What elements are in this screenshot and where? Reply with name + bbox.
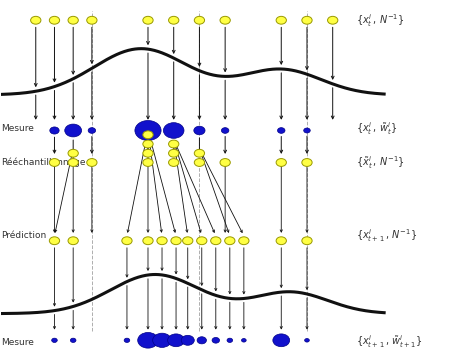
Circle shape — [65, 124, 82, 137]
Circle shape — [68, 16, 78, 24]
Circle shape — [302, 16, 312, 24]
Circle shape — [138, 332, 158, 348]
Circle shape — [168, 159, 179, 166]
Circle shape — [221, 128, 229, 133]
Circle shape — [194, 126, 205, 135]
Circle shape — [239, 237, 249, 245]
Circle shape — [52, 338, 57, 342]
Text: Mesure: Mesure — [0, 338, 34, 347]
Circle shape — [194, 16, 204, 24]
Circle shape — [242, 338, 246, 342]
Text: $\{x_t^i\,,\, \tilde{w}_t^i\}$: $\{x_t^i\,,\, \tilde{w}_t^i\}$ — [356, 120, 397, 137]
Circle shape — [220, 16, 230, 24]
Circle shape — [227, 338, 233, 342]
Circle shape — [50, 127, 59, 134]
Text: Mesure: Mesure — [0, 124, 34, 133]
Circle shape — [157, 237, 167, 245]
Text: Prédiction: Prédiction — [0, 231, 46, 240]
Circle shape — [302, 237, 312, 245]
Circle shape — [305, 338, 310, 342]
Circle shape — [68, 159, 78, 166]
Circle shape — [135, 121, 161, 140]
Text: $\{x_t^i\,,\, N^{-1}\}$: $\{x_t^i\,,\, N^{-1}\}$ — [356, 12, 405, 29]
Circle shape — [304, 128, 310, 133]
Circle shape — [49, 16, 60, 24]
Text: $\{\tilde{x}_t^i\,,\, N^{-1}\}$: $\{\tilde{x}_t^i\,,\, N^{-1}\}$ — [356, 154, 405, 171]
Circle shape — [143, 149, 153, 157]
Circle shape — [278, 128, 285, 133]
Circle shape — [194, 159, 204, 166]
Circle shape — [182, 237, 193, 245]
Circle shape — [70, 338, 76, 342]
Circle shape — [88, 128, 96, 133]
Circle shape — [171, 237, 181, 245]
Circle shape — [49, 237, 60, 245]
Circle shape — [167, 334, 184, 347]
Circle shape — [168, 140, 179, 148]
Circle shape — [143, 237, 153, 245]
Circle shape — [163, 123, 184, 138]
Circle shape — [276, 237, 287, 245]
Circle shape — [68, 149, 78, 157]
Circle shape — [181, 335, 194, 345]
Circle shape — [87, 159, 97, 166]
Circle shape — [122, 237, 132, 245]
Circle shape — [211, 237, 221, 245]
Text: Rééchantillonnage: Rééchantillonnage — [0, 158, 85, 167]
Circle shape — [273, 334, 290, 347]
Circle shape — [276, 16, 287, 24]
Circle shape — [124, 338, 130, 342]
Circle shape — [276, 159, 287, 166]
Circle shape — [220, 159, 230, 166]
Circle shape — [212, 337, 219, 343]
Circle shape — [153, 333, 171, 347]
Circle shape — [143, 140, 153, 148]
Circle shape — [30, 16, 41, 24]
Circle shape — [327, 16, 338, 24]
Circle shape — [168, 16, 179, 24]
Circle shape — [49, 159, 60, 166]
Circle shape — [197, 237, 207, 245]
Circle shape — [197, 337, 206, 344]
Circle shape — [143, 131, 153, 139]
Text: $\{x_{t+1}^i\,,\, \tilde{w}_{t+1}^i\}$: $\{x_{t+1}^i\,,\, \tilde{w}_{t+1}^i\}$ — [356, 334, 423, 351]
Circle shape — [143, 159, 153, 166]
Circle shape — [68, 237, 78, 245]
Circle shape — [302, 159, 312, 166]
Circle shape — [168, 149, 179, 157]
Circle shape — [87, 16, 97, 24]
Circle shape — [225, 237, 235, 245]
Circle shape — [143, 16, 153, 24]
Text: $\{x_{t+1}^i\,,\, N^{-1}\}$: $\{x_{t+1}^i\,,\, N^{-1}\}$ — [356, 227, 417, 244]
Circle shape — [194, 149, 204, 157]
